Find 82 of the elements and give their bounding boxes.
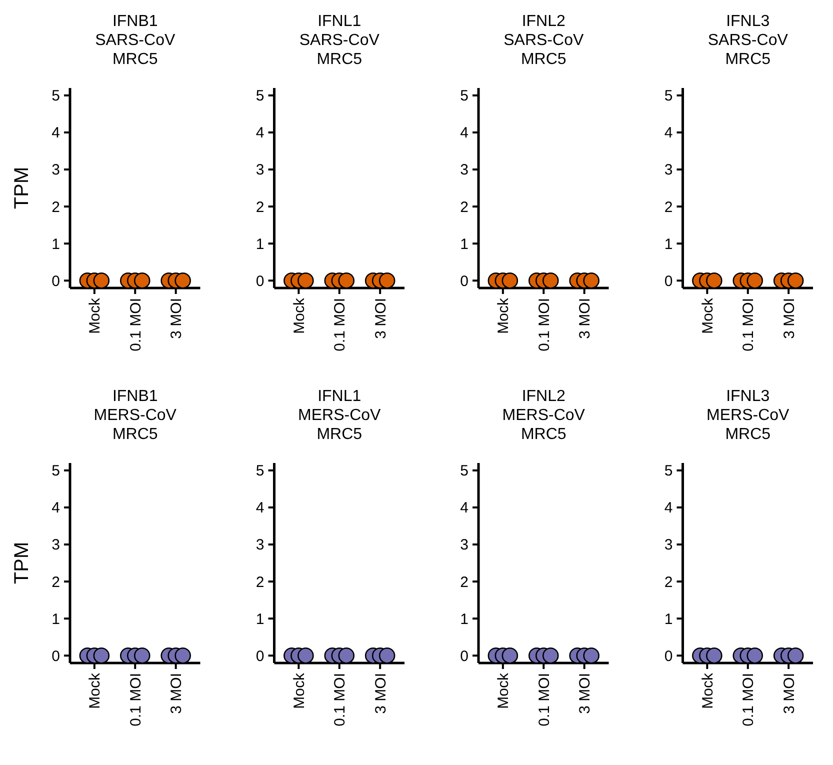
y-tick-label: 3: [664, 536, 673, 554]
x-tick-label: Mock: [495, 672, 512, 709]
y-tick-label: 1: [460, 610, 468, 628]
y-tick-label: 0: [460, 648, 468, 665]
y-tick-label: 3: [256, 162, 264, 179]
chart-title: IFNL1 MERS-CoV MRC5: [298, 388, 382, 443]
y-tick-label: 5: [52, 88, 60, 105]
y-tick-label: 4: [52, 124, 60, 142]
chart-title: IFNL3 SARS-CoV MRC5: [708, 13, 788, 68]
x-tick-label: 3 MOI: [168, 673, 186, 714]
y-tick-label: 2: [256, 198, 264, 216]
x-tick-label: 0.1 MOI: [740, 298, 758, 352]
y-tick-label: 2: [460, 198, 468, 216]
x-tick-label: 0.1 MOI: [536, 298, 553, 352]
x-tick-label: Mock: [495, 298, 512, 334]
chart-title: IFNB1 MERS-CoV MRC5: [94, 388, 177, 443]
y-tick-label: 0: [52, 272, 60, 290]
x-tick-label: Mock: [699, 298, 716, 334]
y-tick-label: 1: [664, 610, 673, 628]
y-tick-label: 1: [52, 236, 60, 253]
y-tick-label: 1: [52, 610, 60, 628]
y-tick-label: 2: [460, 574, 468, 591]
x-tick-label: 0.1 MOI: [536, 673, 553, 726]
y-tick-label: 1: [460, 236, 468, 253]
x-tick-label: 0.1 MOI: [127, 673, 144, 726]
y-tick-label: 5: [52, 462, 60, 480]
y-tick-label: 5: [460, 462, 468, 480]
y-tick-label: 4: [256, 124, 264, 142]
chart-title: IFNB1 SARS-CoV MRC5: [95, 13, 176, 68]
x-tick-label: 3 MOI: [372, 298, 390, 339]
y-tick-label: 2: [52, 198, 60, 216]
y-tick-label: 4: [664, 500, 673, 517]
y-tick-label: 0: [256, 648, 264, 665]
y-tick-label: 2: [52, 574, 60, 591]
chart-title: IFNL2 SARS-CoV MRC5: [504, 13, 584, 68]
y-tick-label: 0: [52, 648, 60, 665]
y-axis-title: TPM: [11, 166, 33, 210]
chart-title: IFNL1 SARS-CoV MRC5: [299, 13, 380, 68]
y-tick-label: 2: [664, 198, 673, 216]
x-tick-label: 3 MOI: [576, 673, 594, 714]
y-tick-label: 5: [256, 88, 264, 105]
y-tick-label: 4: [460, 124, 468, 142]
x-tick-label: 3 MOI: [168, 298, 186, 339]
y-tick-label: 3: [460, 536, 468, 554]
y-tick-label: 3: [52, 536, 60, 554]
x-tick-label: 3 MOI: [576, 298, 594, 339]
y-tick-label: 5: [460, 88, 468, 105]
y-tick-label: 0: [664, 648, 673, 665]
x-tick-label: Mock: [699, 672, 716, 709]
chart-title: IFNL3 MERS-CoV MRC5: [706, 388, 790, 443]
x-tick-label: Mock: [86, 672, 104, 709]
x-tick-label: 3 MOI: [780, 298, 798, 339]
y-tick-label: 4: [52, 500, 60, 517]
y-tick-label: 4: [256, 500, 264, 517]
x-tick-label: 0.1 MOI: [332, 298, 349, 352]
y-tick-label: 0: [460, 272, 468, 290]
x-tick-label: Mock: [290, 672, 308, 709]
y-tick-label: 3: [256, 536, 264, 554]
y-tick-label: 1: [256, 236, 264, 253]
y-tick-label: 5: [256, 462, 264, 480]
y-tick-label: 0: [256, 272, 264, 290]
x-tick-label: 3 MOI: [372, 673, 390, 714]
chart-title: IFNL2 MERS-CoV MRC5: [502, 388, 586, 443]
x-tick-label: Mock: [290, 298, 308, 334]
y-tick-label: 4: [664, 124, 673, 142]
y-tick-label: 5: [664, 462, 673, 480]
y-tick-label: 0: [664, 272, 673, 290]
y-tick-label: 3: [52, 162, 60, 179]
y-tick-label: 3: [664, 162, 673, 179]
y-tick-label: 2: [256, 574, 264, 591]
y-tick-label: 4: [460, 500, 468, 517]
x-tick-label: 0.1 MOI: [740, 673, 758, 726]
y-tick-label: 3: [460, 162, 468, 179]
x-tick-label: 0.1 MOI: [332, 673, 349, 726]
y-axis-title: TPM: [11, 542, 33, 584]
y-tick-label: 1: [256, 610, 264, 628]
x-tick-label: 3 MOI: [780, 673, 798, 714]
x-tick-label: 0.1 MOI: [127, 298, 144, 352]
y-tick-label: 2: [664, 574, 673, 591]
y-tick-label: 1: [664, 236, 673, 253]
y-tick-label: 5: [664, 88, 673, 105]
x-tick-label: Mock: [86, 298, 104, 334]
